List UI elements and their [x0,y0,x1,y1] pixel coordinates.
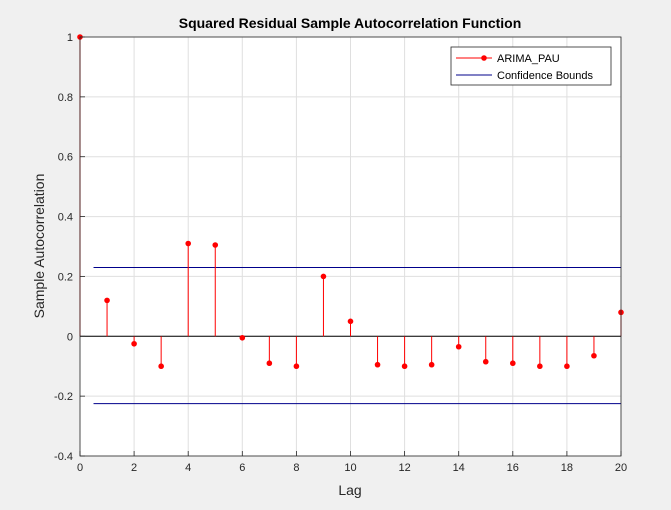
y-tick-label-0: -0.4 [54,451,73,463]
marker-lag-11 [374,361,381,368]
x-tick-label-2: 4 [185,462,191,474]
legend-series-marker [481,55,487,61]
y-tick-label-1: -0.2 [54,391,73,403]
marker-lag-7 [266,360,273,367]
x-tick-label-7: 14 [453,462,465,474]
marker-lag-2 [131,340,137,347]
marker-lag-4 [185,240,191,247]
y-ticks: -0.4 -0.2 0 0.2 0.4 0.6 0.8 1 [54,32,85,463]
x-tick-label-10: 20 [615,462,627,474]
legend-bounds-label: Confidence Bounds [497,70,594,82]
y-tick-label-3: 0.2 [58,271,73,283]
marker-lag-9 [320,273,327,280]
marker-lag-19 [591,352,597,359]
marker-lag-6 [239,334,246,341]
marker-lag-13 [428,361,435,368]
y-axis-label: Sample Autocorrelation [31,174,47,319]
marker-lag-12 [401,363,408,370]
x-ticks: 0 2 4 6 8 10 12 14 16 18 20 [77,451,627,474]
y-tick-label-6: 0.8 [58,92,73,104]
marker-lag-15 [482,358,489,365]
chart-title: Squared Residual Sample Autocorrelation … [179,15,522,31]
x-tick-label-1: 2 [131,462,137,474]
y-tick-label-2: 0 [67,331,73,343]
legend: ARIMA_PAU Confidence Bounds [450,46,612,86]
marker-lag-14 [455,343,462,350]
marker-lag-10 [347,318,354,325]
x-axis-label: Lag [338,482,361,498]
x-tick-label-9: 18 [561,462,573,474]
marker-lag-8 [293,363,300,370]
marker-lag-1 [104,297,110,304]
x-tick-label-5: 10 [344,462,356,474]
x-tick-label-4: 8 [293,462,299,474]
markers [77,34,624,370]
y-tick-label-5: 0.6 [58,152,73,164]
marker-lag-3 [158,363,164,370]
marker-lag-18 [564,363,570,370]
legend-series-label: ARIMA_PAU [497,53,560,65]
marker-lag-16 [510,360,516,367]
x-tick-label-6: 12 [398,462,410,474]
y-tick-label-4: 0.4 [58,212,73,224]
legend-box [450,46,612,86]
y-tick-label-7: 1 [67,32,73,44]
marker-lag-17 [537,363,543,370]
x-tick-label-8: 16 [507,462,519,474]
marker-lag-5 [212,242,219,248]
confidence-bounds [93,266,621,405]
x-tick-label-3: 6 [239,462,245,474]
x-tick-label-0: 0 [77,462,83,474]
